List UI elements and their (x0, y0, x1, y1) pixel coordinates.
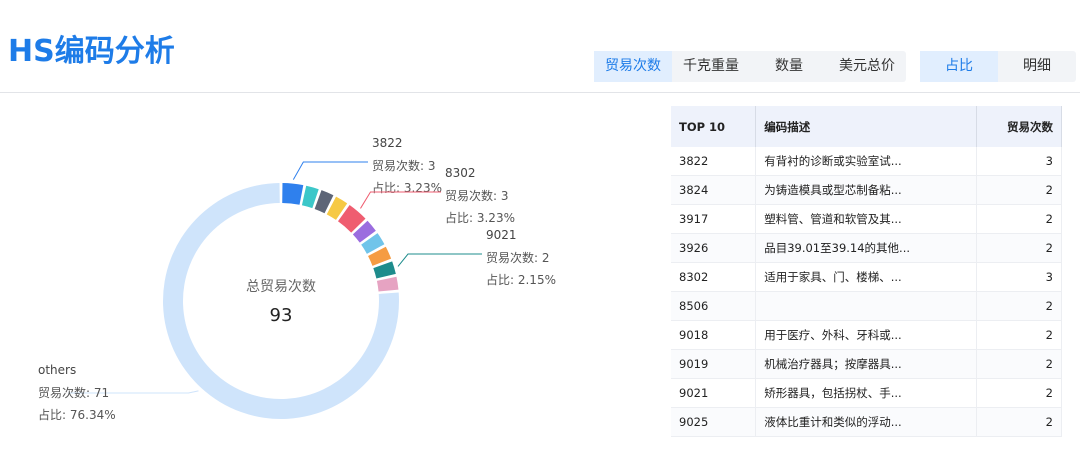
hs-code: 3926 (671, 233, 757, 263)
donut-slice (337, 205, 366, 233)
table-row: 8506 2 (671, 291, 1063, 321)
donut-slice (352, 220, 376, 243)
table-row: 3917 塑料管、管道和软管及其... 2 (671, 204, 1063, 234)
code-description: 品目39.01至39.14的其他... (755, 233, 977, 263)
trade-count: 2 (976, 349, 1063, 379)
code-description (755, 291, 977, 321)
callout-count: 贸易次数: 3 (372, 158, 436, 173)
donut-slice (301, 185, 319, 209)
callout-count: 贸易次数: 3 (445, 188, 509, 203)
trade-count: 2 (976, 291, 1063, 321)
trade-count: 2 (976, 204, 1063, 234)
metric-tab[interactable]: 千克重量 (683, 58, 739, 74)
hs-code: 9021 (671, 378, 757, 408)
donut-slice (361, 233, 385, 254)
hs-code: 9019 (671, 349, 757, 379)
metric-tab[interactable]: 美元总价 (839, 58, 895, 74)
code-description: 有背衬的诊断或实验室试... (755, 147, 977, 176)
code-description: 塑料管、管道和软管及其... (755, 204, 977, 234)
hs-code: 3917 (671, 204, 757, 234)
callout-code: others (38, 363, 76, 377)
metric-tab[interactable]: 贸易次数 (594, 51, 672, 82)
table-row: 3926 品目39.01至39.14的其他... 2 (671, 233, 1063, 263)
hs-code: 3824 (671, 175, 757, 205)
callout-line (397, 253, 482, 267)
column-header: TOP 10 (671, 106, 757, 147)
table-row: 9021 矫形器具，包括拐杖、手... 2 (671, 378, 1063, 408)
callout-line (360, 191, 441, 209)
view-tab[interactable]: 明细 (1023, 58, 1051, 74)
center-label: 总贸易次数 (246, 279, 316, 295)
column-header: 编码描述 (755, 106, 977, 147)
table-row: 9018 用于医疗、外科、牙科或... 2 (671, 320, 1063, 350)
callout-count: 贸易次数: 71 (38, 385, 109, 400)
callout-code: 8302 (445, 166, 476, 180)
trade-count: 2 (976, 407, 1063, 437)
code-description: 为铸造模具或型芯制备粘... (755, 175, 977, 205)
callout-count: 贸易次数: 2 (486, 250, 550, 265)
code-description: 适用于家具、门、楼梯、... (755, 262, 977, 292)
hs-code: 3822 (671, 147, 757, 176)
callout-line (68, 390, 199, 394)
table-row: 3824 为铸造模具或型芯制备粘... 2 (671, 175, 1063, 205)
trade-count: 2 (976, 378, 1063, 408)
donut-slice (376, 276, 399, 292)
callout-code: 9021 (486, 228, 517, 242)
divider (0, 92, 1080, 93)
trade-count: 3 (976, 262, 1063, 292)
hs-code: 9025 (671, 407, 757, 437)
trade-count: 2 (976, 233, 1063, 263)
metric-tabs: 贸易次数 千克重量 数量 美元总价 (594, 51, 906, 82)
code-description: 液体比重计和类似的浮动... (755, 407, 977, 437)
callout-line (292, 161, 368, 180)
page-title: HS编码分析 (8, 34, 175, 69)
callout-share: 占比: 2.15% (486, 272, 556, 287)
metric-tab[interactable]: 数量 (775, 58, 803, 74)
code-description: 矫形器具，包括拐杖、手... (755, 378, 977, 408)
callout-code: 3822 (372, 136, 403, 150)
trade-count: 2 (976, 175, 1063, 205)
callout-share: 占比: 76.34% (38, 407, 116, 422)
hs-code: 8302 (671, 262, 757, 292)
donut-slice (282, 183, 304, 205)
column-header: 贸易次数 (976, 106, 1063, 147)
donut-slice (373, 261, 396, 279)
top10-table: TOP 10 编码描述 贸易次数 3822 有背衬的诊断或实验室试... 3 3824 为铸造… (671, 106, 1063, 437)
table-row: 9025 液体比重计和类似的浮动... 2 (671, 407, 1063, 437)
donut-slice (314, 190, 334, 214)
center-total: 93 (270, 305, 293, 326)
hs-code: 9018 (671, 320, 757, 350)
hs-code: 8506 (671, 291, 757, 321)
callout-share: 占比: 3.23% (372, 180, 442, 195)
donut-slice (368, 246, 392, 266)
view-tab[interactable]: 占比 (920, 51, 998, 82)
callout-share: 占比: 3.23% (445, 210, 515, 225)
table-row: 8302 适用于家具、门、楼梯、... 3 (671, 262, 1063, 292)
table-row: 3822 有背衬的诊断或实验室试... 3 (671, 147, 1063, 176)
trade-count: 3 (976, 147, 1063, 176)
view-tabs: 占比 明细 (920, 51, 1076, 82)
code-description: 机械治疗器具；按摩器具... (755, 349, 977, 379)
trade-count: 2 (976, 320, 1063, 350)
code-description: 用于医疗、外科、牙科或... (755, 320, 977, 350)
table-row: 9019 机械治疗器具；按摩器具... 2 (671, 349, 1063, 379)
donut-slice (326, 196, 348, 220)
